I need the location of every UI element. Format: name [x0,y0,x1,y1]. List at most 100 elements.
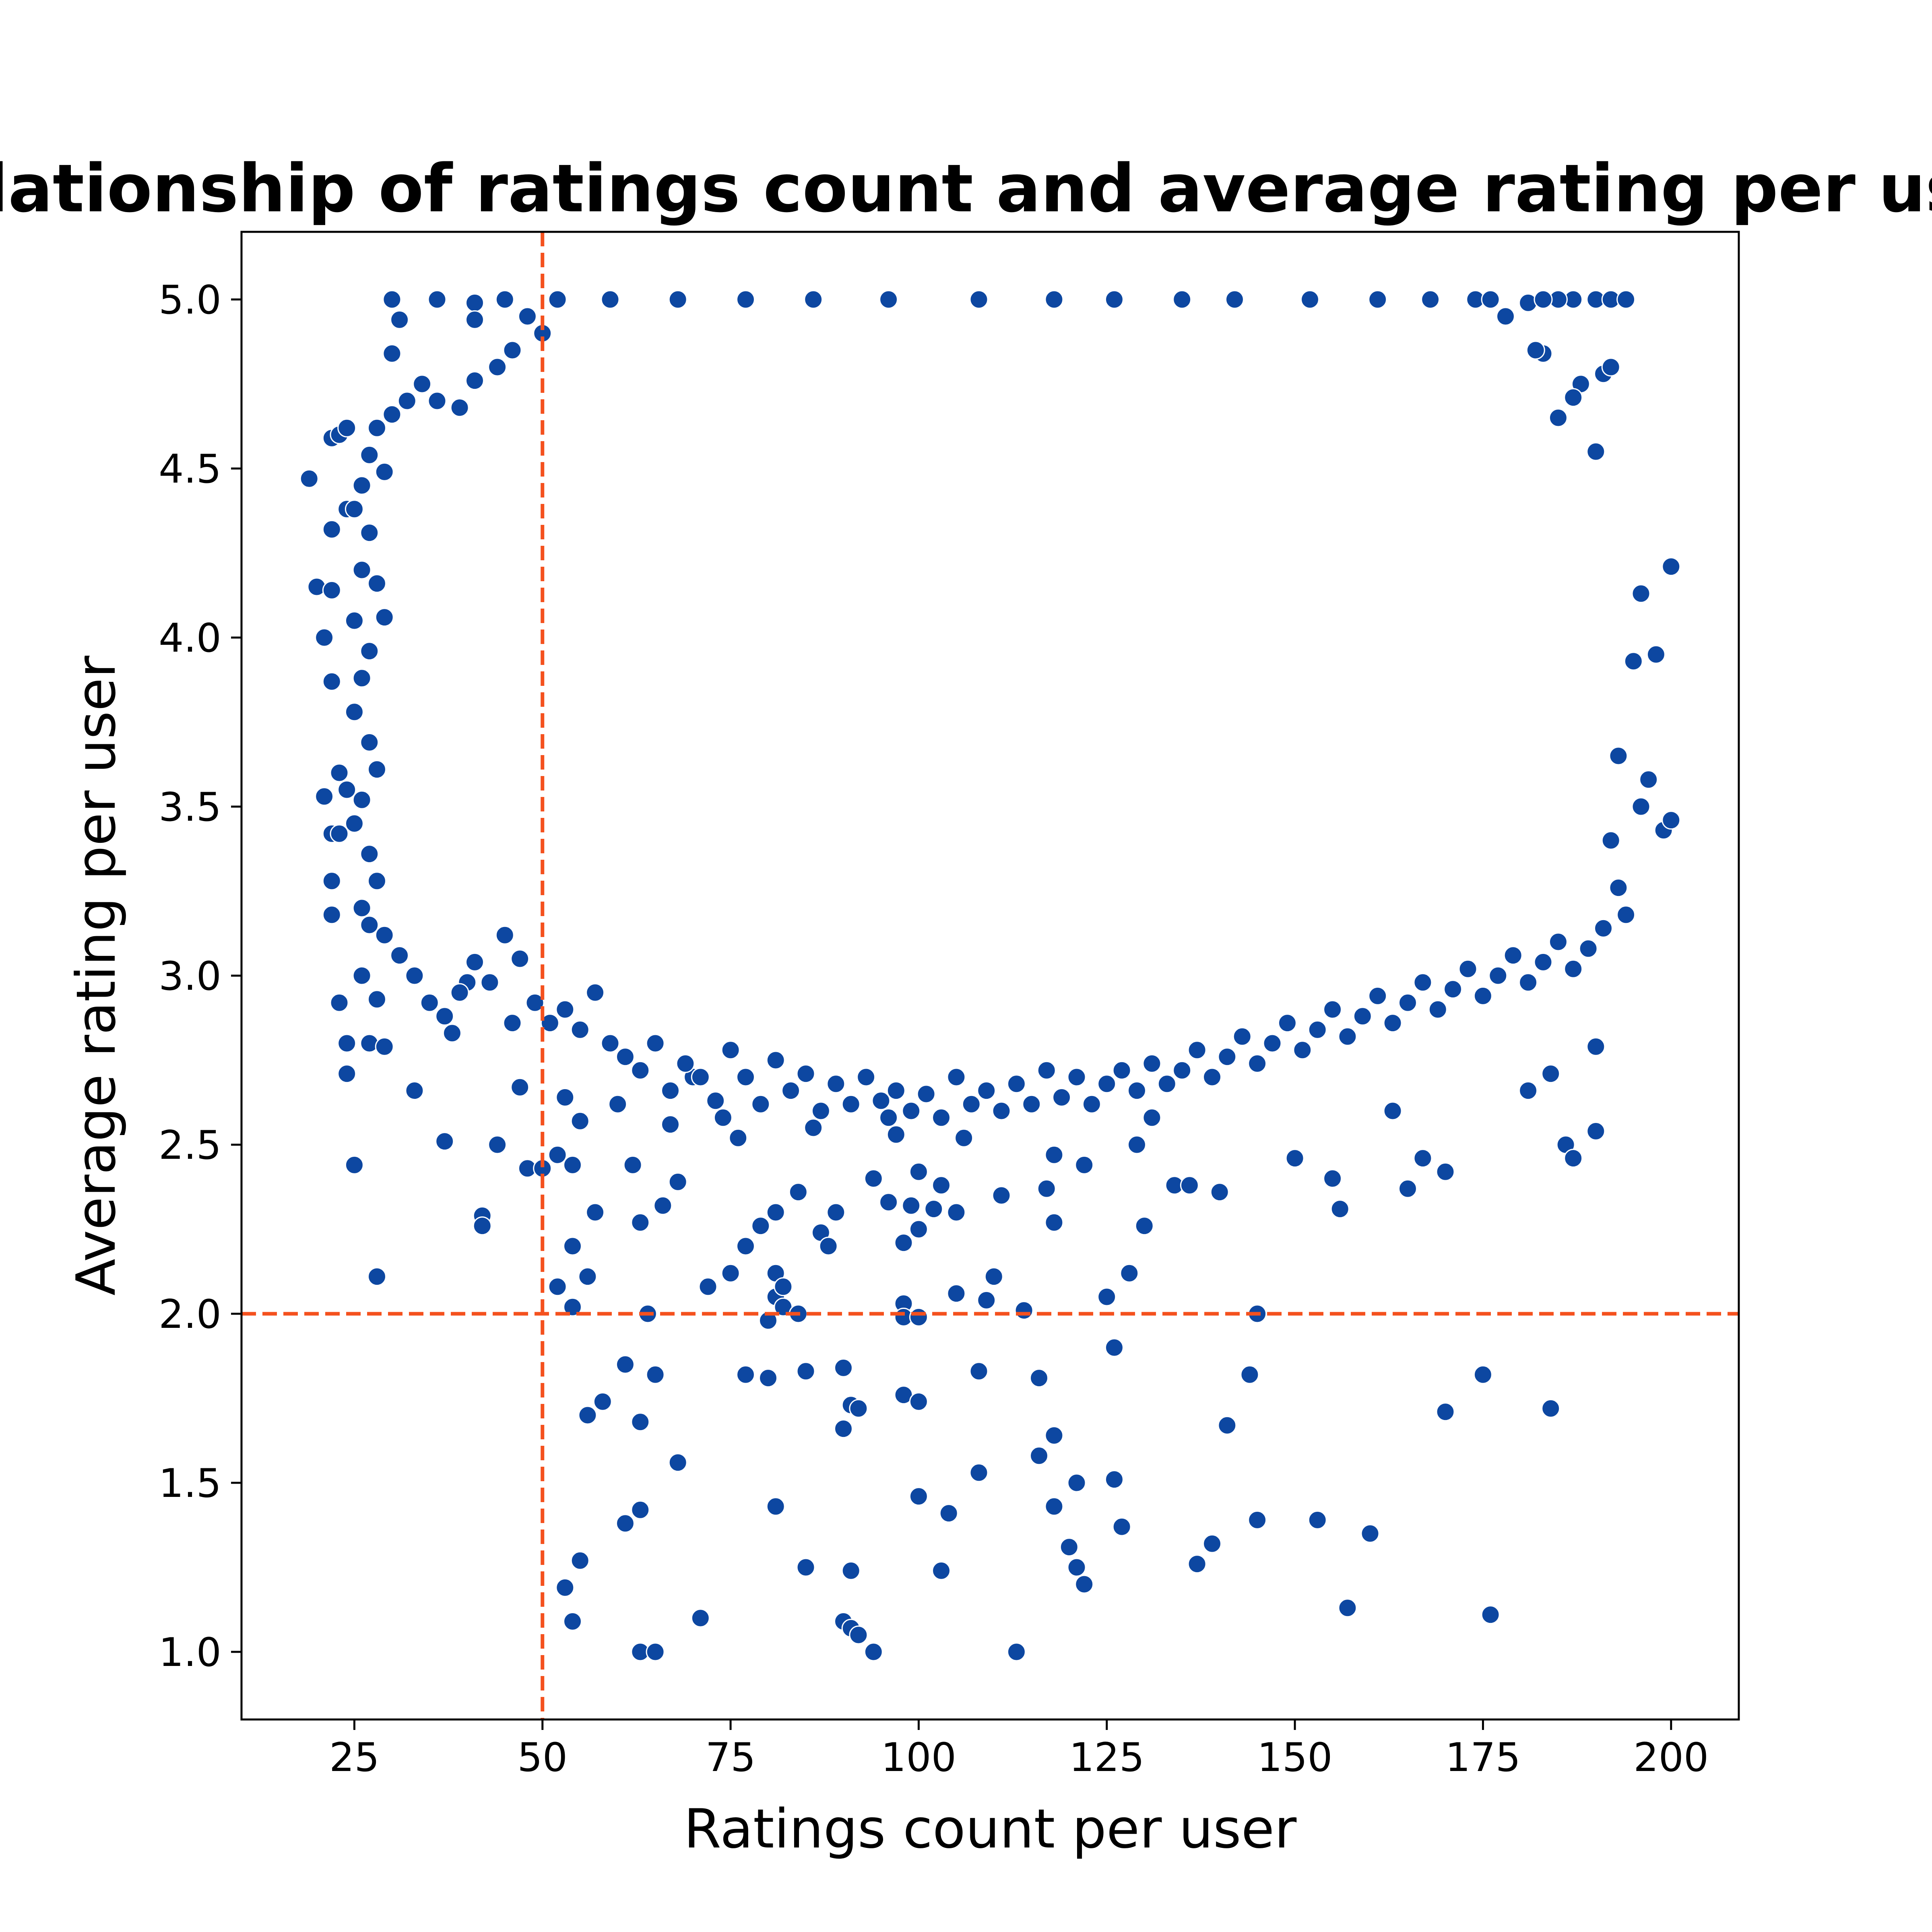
scatter-point [586,1203,605,1222]
scatter-point [826,1074,846,1094]
scatter-point [615,1514,635,1533]
scatter-point [668,1453,687,1472]
scatter-point [781,1081,801,1100]
scatter-point [601,1034,620,1053]
scatter-point [503,341,522,360]
scatter-point [1180,1176,1199,1195]
scatter-point [1187,1554,1207,1574]
scatter-point [1631,797,1651,816]
scatter-point [1421,290,1440,309]
scatter-point [992,1186,1011,1205]
scatter-point [729,1128,748,1148]
scatter-point [1232,1027,1252,1046]
scatter-point [1398,993,1417,1012]
scatter-point [330,824,349,843]
scatter-point [465,310,484,329]
scatter-point [1360,1524,1380,1543]
scatter-point [360,445,379,464]
scatter-point [631,1213,650,1232]
scatter-point [759,1311,778,1330]
scatter-point [804,1118,823,1137]
scatter-point [1534,290,1553,309]
scatter-point [796,1064,815,1084]
scatter-point [1142,1054,1162,1073]
scatter-point [540,1013,559,1033]
scatter-point [1519,973,1538,992]
scatter-point [992,1101,1011,1121]
scatter-point [1541,1399,1560,1418]
scatter-point [586,983,605,1002]
y-tick-label: 3.0 [159,954,221,999]
scatter-point [555,1088,575,1107]
scatter-point [345,814,364,833]
scatter-point [1112,1517,1131,1536]
scatter-point [1218,1416,1237,1435]
chart-title: Relationship of ratings count and averag… [0,150,1932,227]
scatter-point [932,1561,951,1580]
x-tick-label: 75 [706,1735,756,1781]
scatter-point [1526,341,1545,360]
scatter-point [857,1067,876,1087]
scatter-point [465,371,484,390]
scatter-point [435,1007,454,1026]
scatter-point [337,780,357,799]
scatter-point [1172,1061,1192,1080]
scatter-point [1112,1061,1131,1080]
scatter-point [337,418,357,438]
scatter-point [954,1128,974,1148]
scatter-point [405,966,424,985]
scatter-point [1030,1446,1049,1466]
scatter-point [1210,1183,1229,1202]
scatter-point [367,760,386,779]
scatter-point [1007,1642,1026,1662]
scatter-point [608,1094,627,1114]
scatter-point [615,1355,635,1374]
scatter-point [1338,1027,1357,1046]
scatter-point [932,1108,951,1127]
scatter-point [548,1277,567,1296]
scatter-point [1300,290,1319,309]
scatter-point [360,642,379,661]
scatter-point [834,1358,853,1377]
scatter-point [1586,1037,1606,1056]
scatter-point [766,1497,785,1516]
scatter-point [1082,1094,1101,1114]
scatter-point [804,290,823,309]
scatter-point [631,1061,650,1080]
scatter-point [1601,831,1620,850]
y-tick-label: 1.0 [159,1630,221,1676]
scatter-point [360,733,379,752]
scatter-point [751,1094,770,1114]
x-tick-label: 125 [1069,1735,1144,1781]
scatter-point [1548,932,1568,952]
scatter-point [713,1108,733,1127]
scatter-point [841,1561,861,1580]
scatter-point [721,1263,740,1283]
y-tick-label: 1.5 [159,1461,221,1507]
scatter-point [947,1284,966,1303]
y-tick-label: 4.5 [159,446,221,492]
scatter-point [1248,1054,1267,1073]
scatter-point [352,790,372,809]
scatter-point [879,1108,898,1127]
scatter-point [1142,1108,1162,1127]
scatter-point [691,1067,710,1087]
scatter-point [390,946,409,965]
scatter-point [977,1290,996,1310]
scatter-point [465,952,484,972]
scatter-point [1135,1216,1154,1236]
scatter-point [345,1155,364,1174]
scatter-point [909,1392,928,1411]
scatter-point [646,1034,665,1053]
scatter-point [864,1169,883,1188]
data-points [299,290,1681,1662]
scatter-point [578,1267,597,1286]
scatter-point [902,1101,921,1121]
scatter-point [390,310,409,329]
scatter-point [1104,1338,1124,1357]
scatter-point [495,925,514,945]
scatter-point [759,1368,778,1388]
scatter-point [668,290,687,309]
scatter-point [1548,408,1568,427]
